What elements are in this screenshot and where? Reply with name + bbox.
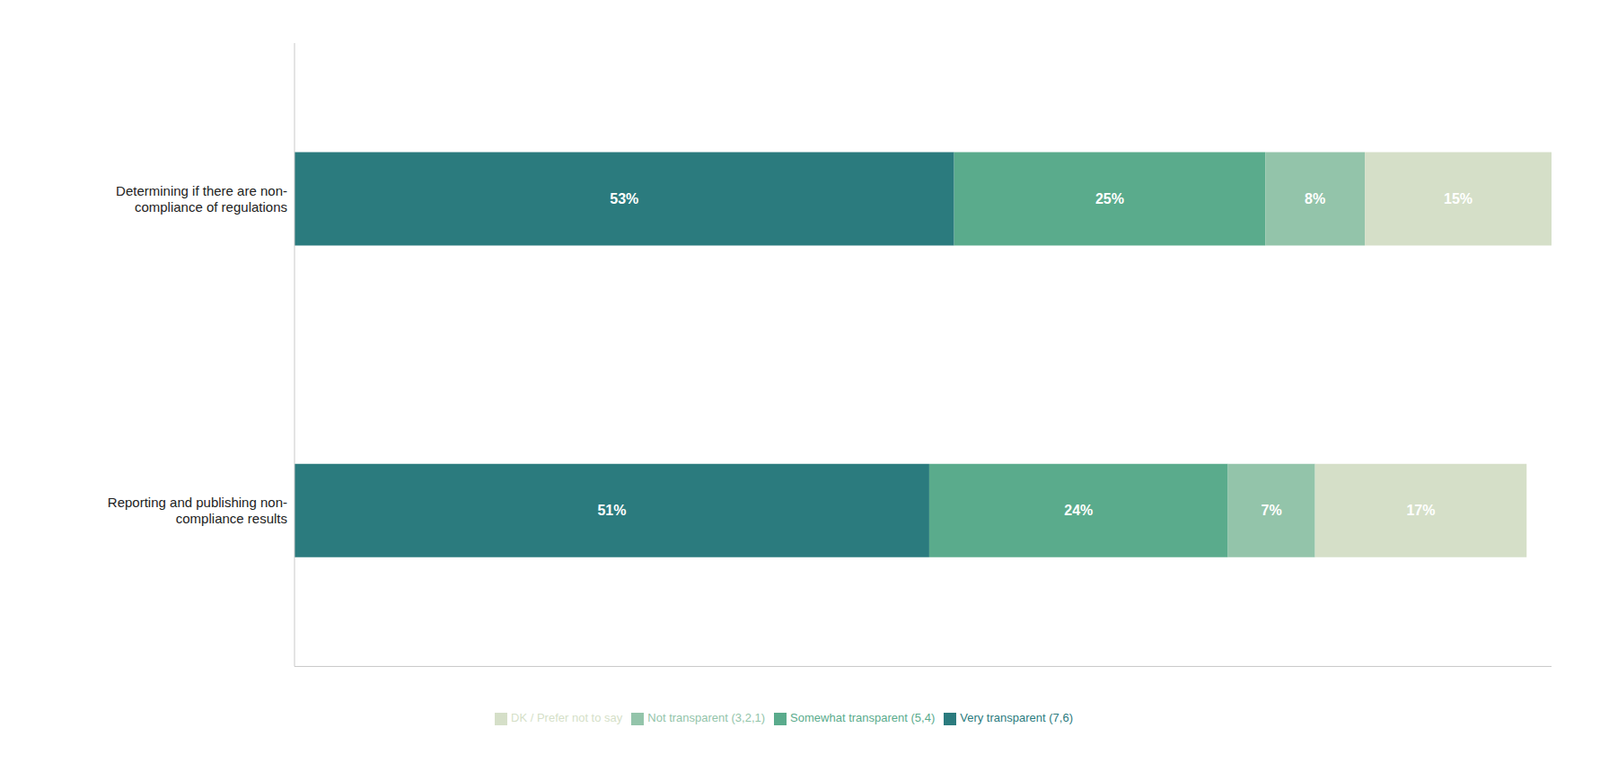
- svg-text:25%: 25%: [1095, 191, 1125, 207]
- svg-text:51%: 51%: [597, 502, 626, 519]
- html-text:Somewhat transparent (5,4): Somewhat transparent (5,4): [790, 711, 935, 725]
- svg-text:8%: 8%: [1304, 191, 1326, 207]
- html-text:Not transparent (3,2,1): Not transparent (3,2,1): [647, 711, 766, 725]
- svg-text:7%: 7%: [1261, 502, 1283, 519]
- svg-text:24%: 24%: [1063, 502, 1093, 519]
- html-text:Very transparent (7,6): Very transparent (7,6): [960, 711, 1073, 725]
- svg-text:53%: 53%: [609, 191, 639, 207]
- html-text:DK / Prefer not to say: DK / Prefer not to say: [510, 711, 623, 725]
- svg-text:15%: 15%: [1443, 191, 1473, 207]
- svg-text:17%: 17%: [1406, 502, 1435, 519]
- svg-text:Reporting and publishing non-c: Reporting and publishing non-compliance …: [107, 494, 288, 527]
- svg-text:Determining if there are non-c: Determining if there are non-compliance …: [115, 183, 288, 215]
